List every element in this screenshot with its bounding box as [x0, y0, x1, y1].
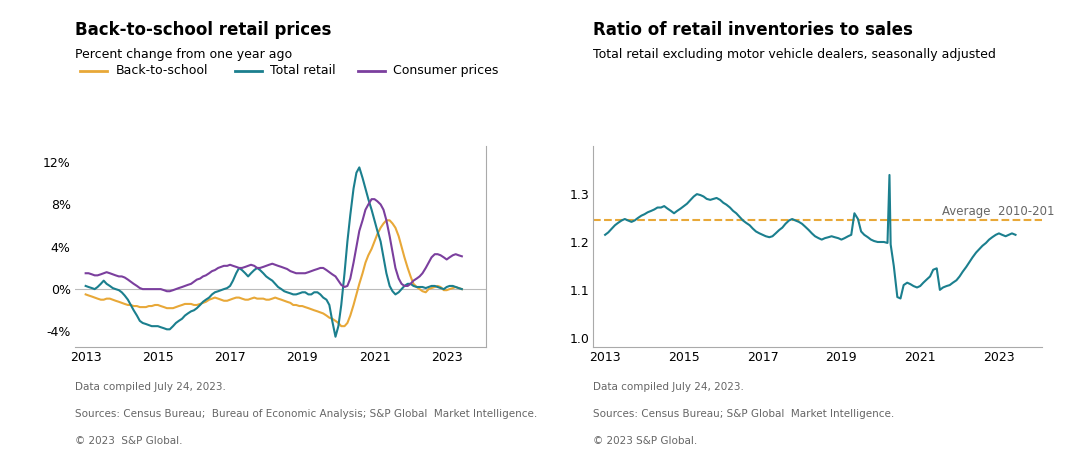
- Text: Sources: Census Bureau; S&P Global  Market Intelligence.: Sources: Census Bureau; S&P Global Marke…: [593, 409, 895, 419]
- Text: Back-to-school retail prices: Back-to-school retail prices: [75, 21, 331, 38]
- Text: Ratio of retail inventories to sales: Ratio of retail inventories to sales: [593, 21, 913, 38]
- Text: Sources: Census Bureau;  Bureau of Economic Analysis; S&P Global  Market Intelli: Sources: Census Bureau; Bureau of Econom…: [75, 409, 537, 419]
- Text: Percent change from one year ago: Percent change from one year ago: [75, 48, 292, 61]
- Text: Back-to-school: Back-to-school: [115, 64, 208, 77]
- Text: Consumer prices: Consumer prices: [393, 64, 499, 77]
- Text: Average  2010-201: Average 2010-201: [942, 205, 1054, 218]
- Text: Total retail excluding motor vehicle dealers, seasonally adjusted: Total retail excluding motor vehicle dea…: [593, 48, 996, 61]
- Text: Total retail: Total retail: [270, 64, 336, 77]
- Text: © 2023 S&P Global.: © 2023 S&P Global.: [593, 436, 698, 446]
- Text: Data compiled July 24, 2023.: Data compiled July 24, 2023.: [593, 382, 744, 392]
- Text: Data compiled July 24, 2023.: Data compiled July 24, 2023.: [75, 382, 226, 392]
- Text: © 2023  S&P Global.: © 2023 S&P Global.: [75, 436, 183, 446]
